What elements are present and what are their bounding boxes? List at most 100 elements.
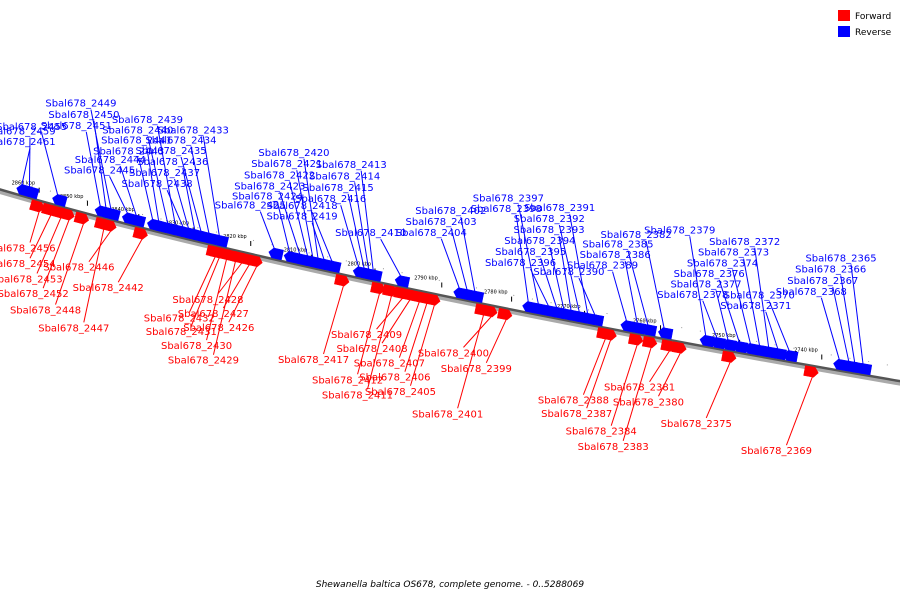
gene-arrow[interactable] bbox=[496, 307, 513, 321]
gene-label[interactable]: Sbal678_2392 bbox=[514, 214, 585, 225]
gene-label[interactable]: Sbal678_2419 bbox=[267, 212, 338, 223]
gene-label[interactable]: Sbal678_2445 bbox=[64, 165, 135, 176]
gene-label[interactable]: Sbal678_2365 bbox=[805, 253, 876, 264]
gene-arrow[interactable] bbox=[641, 335, 658, 349]
gene-arrow[interactable] bbox=[710, 337, 727, 350]
gene-label[interactable]: Sbal678_2408 bbox=[336, 344, 407, 355]
gene-label[interactable]: Sbal678_2422 bbox=[244, 171, 315, 182]
gene-arrow[interactable] bbox=[482, 304, 498, 318]
gene-label[interactable]: Sbal678_2429 bbox=[168, 356, 239, 367]
gene-arrow[interactable] bbox=[202, 232, 219, 246]
gene-label[interactable]: Sbal678_2447 bbox=[38, 323, 109, 334]
gene-label[interactable]: Sbal678_2449 bbox=[45, 99, 116, 110]
gene-label[interactable]: Sbal678_2395 bbox=[495, 247, 566, 258]
gene-label[interactable]: Sbal678_2391 bbox=[524, 203, 595, 214]
gene-label[interactable]: Sbal678_2385 bbox=[582, 240, 653, 251]
gene-label[interactable]: Sbal678_2372 bbox=[709, 237, 780, 248]
gene-label[interactable]: Sbal678_2377 bbox=[670, 279, 741, 290]
gene-arrow[interactable] bbox=[532, 303, 548, 316]
gene-arrow[interactable] bbox=[699, 335, 715, 348]
gene-label[interactable]: Sbal678_2420 bbox=[258, 148, 329, 159]
gene-label[interactable]: Sbal678_2450 bbox=[48, 110, 119, 121]
gene-label[interactable]: Sbal678_2407 bbox=[354, 359, 425, 370]
gene-arrow[interactable] bbox=[641, 324, 658, 337]
gene-label[interactable]: Sbal678_2452 bbox=[0, 289, 69, 300]
gene-label[interactable]: Sbal678_2461 bbox=[0, 137, 56, 148]
gene-arrow[interactable] bbox=[101, 218, 117, 232]
gene-label[interactable]: Sbal678_2386 bbox=[580, 250, 651, 261]
gene-label[interactable]: Sbal678_2404 bbox=[396, 228, 467, 239]
gene-label[interactable]: Sbal678_2418 bbox=[266, 201, 337, 212]
gene-label[interactable]: Sbal678_2381 bbox=[604, 383, 675, 394]
gene-label[interactable]: Sbal678_2367 bbox=[787, 276, 858, 287]
gene-arrow[interactable] bbox=[29, 199, 45, 213]
gene-arrow[interactable] bbox=[522, 301, 538, 314]
gene-label[interactable]: Sbal678_2446 bbox=[43, 263, 114, 274]
gene-label[interactable]: Sbal678_2417 bbox=[278, 355, 349, 366]
gene-label[interactable]: Sbal678_2388 bbox=[538, 396, 609, 407]
gene-arrow[interactable] bbox=[367, 269, 383, 282]
gene-label[interactable]: Sbal678_2402 bbox=[415, 206, 486, 217]
gene-arrow[interactable] bbox=[803, 365, 820, 378]
gene-label[interactable]: Sbal678_2384 bbox=[566, 427, 637, 438]
gene-arrow[interactable] bbox=[334, 273, 350, 287]
gene-label[interactable]: Sbal678_2379 bbox=[644, 225, 715, 236]
gene-label[interactable]: Sbal678_2424 bbox=[232, 192, 303, 203]
gene-label[interactable]: Sbal678_2369 bbox=[741, 446, 812, 457]
gene-arrow[interactable] bbox=[721, 350, 737, 363]
gene-arrow[interactable] bbox=[59, 207, 75, 221]
gene-label[interactable]: Sbal678_2436 bbox=[137, 157, 208, 168]
gene-label[interactable]: Sbal678_2390 bbox=[533, 267, 604, 278]
gene-arrow[interactable] bbox=[283, 251, 300, 264]
gene-label[interactable]: Sbal678_2374 bbox=[687, 258, 758, 269]
gene-label[interactable]: Sbal678_2451 bbox=[41, 121, 112, 132]
gene-arrow[interactable] bbox=[588, 314, 605, 327]
gene-arrow[interactable] bbox=[657, 327, 674, 340]
gene-arrow[interactable] bbox=[771, 348, 787, 361]
gene-label[interactable]: Sbal678_2439 bbox=[112, 115, 183, 126]
gene-label[interactable]: Sbal678_2455 bbox=[0, 122, 67, 133]
gene-label[interactable]: Sbal678_2375 bbox=[661, 419, 732, 430]
gene-label[interactable]: Sbal678_2423 bbox=[234, 181, 305, 192]
gene-arrow[interactable] bbox=[247, 254, 264, 268]
gene-label[interactable]: Sbal678_2431 bbox=[146, 327, 217, 338]
gene-label[interactable]: Sbal678_2456 bbox=[0, 243, 56, 254]
gene-label[interactable]: Sbal678_2410 bbox=[335, 228, 406, 239]
gene-label[interactable]: Sbal678_2380 bbox=[613, 397, 684, 408]
gene-label[interactable]: Sbal678_2440 bbox=[102, 125, 173, 136]
gene-label[interactable]: Sbal678_2425 bbox=[215, 201, 286, 212]
gene-arrow[interactable] bbox=[425, 293, 441, 307]
gene-label[interactable]: Sbal678_2432 bbox=[144, 314, 215, 325]
gene-label[interactable]: Sbal678_2394 bbox=[504, 236, 575, 247]
gene-label[interactable]: Sbal678_2370 bbox=[724, 290, 795, 301]
gene-label[interactable]: Sbal678_2430 bbox=[161, 341, 232, 352]
gene-arrow[interactable] bbox=[104, 208, 121, 222]
gene-label[interactable]: Sbal678_2459 bbox=[0, 127, 56, 138]
gene-label[interactable]: Sbal678_2393 bbox=[513, 225, 584, 236]
gene-label[interactable]: Sbal678_2416 bbox=[295, 194, 366, 205]
gene-label[interactable]: Sbal678_2426 bbox=[183, 323, 254, 334]
gene-label[interactable]: Sbal678_2368 bbox=[776, 287, 847, 298]
gene-label[interactable]: Sbal678_2428 bbox=[172, 295, 243, 306]
gene-arrow[interactable] bbox=[268, 247, 284, 261]
gene-label[interactable]: Sbal678_2442 bbox=[73, 283, 144, 294]
gene-label[interactable]: Sbal678_2434 bbox=[145, 135, 216, 146]
gene-label[interactable]: Sbal678_2378 bbox=[657, 290, 728, 301]
gene-label[interactable]: Sbal678_2401 bbox=[412, 409, 483, 420]
gene-label[interactable]: Sbal678_2396 bbox=[485, 258, 556, 269]
gene-arrow[interactable] bbox=[733, 341, 749, 354]
gene-label[interactable]: Sbal678_2448 bbox=[10, 306, 81, 317]
gene-arrow[interactable] bbox=[468, 290, 485, 303]
gene-label[interactable]: Sbal678_2398 bbox=[471, 204, 542, 215]
gene-label[interactable]: Sbal678_2437 bbox=[129, 168, 200, 179]
gene-label[interactable]: Sbal678_2389 bbox=[567, 261, 638, 272]
gene-arrow[interactable] bbox=[856, 363, 873, 376]
gene-label[interactable]: Sbal678_2400 bbox=[418, 348, 489, 359]
gene-label[interactable]: Sbal678_2399 bbox=[441, 364, 512, 375]
gene-label[interactable]: Sbal678_2421 bbox=[251, 159, 322, 170]
gene-label[interactable]: Sbal678_2443 bbox=[93, 147, 164, 158]
gene-label[interactable]: Sbal678_2427 bbox=[178, 309, 249, 320]
gene-label[interactable]: Sbal678_2405 bbox=[365, 387, 436, 398]
gene-label[interactable]: Sbal678_2373 bbox=[698, 248, 769, 259]
gene-label[interactable]: Sbal678_2414 bbox=[309, 171, 380, 182]
